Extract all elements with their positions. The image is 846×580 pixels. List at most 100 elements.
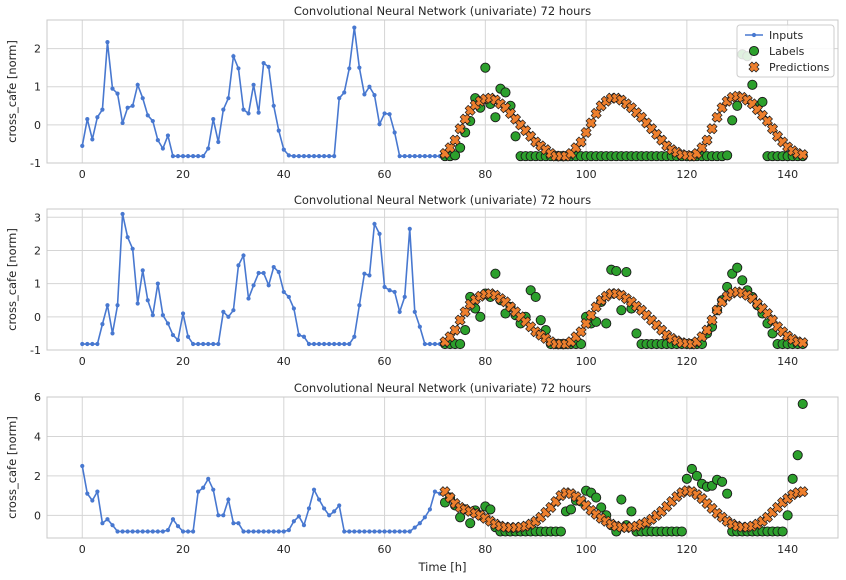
- inputs-point: [120, 529, 125, 534]
- inputs-point: [311, 341, 317, 347]
- inputs-point: [145, 298, 150, 303]
- inputs-point: [352, 25, 357, 30]
- inputs-point: [276, 529, 281, 534]
- inputs-point: [175, 154, 181, 159]
- x-tick-label: 80: [478, 355, 492, 368]
- inputs-point: [271, 529, 276, 534]
- inputs-point: [251, 82, 256, 87]
- inputs-point: [417, 521, 422, 526]
- inputs-point: [286, 528, 291, 533]
- inputs-point: [185, 529, 191, 534]
- inputs-point: [226, 314, 231, 319]
- label-point: [792, 450, 803, 461]
- label-point: [626, 506, 637, 517]
- x-tick-label: 60: [378, 543, 392, 556]
- inputs-point: [377, 122, 382, 127]
- x-tick-label: 0: [79, 355, 86, 368]
- inputs-point: [201, 485, 206, 490]
- y-axis-label: cross_cafe [norm]: [5, 40, 19, 143]
- x-tick-label: 60: [378, 168, 392, 181]
- inputs-point: [170, 517, 176, 522]
- inputs-point: [95, 115, 100, 120]
- inputs-point: [291, 306, 296, 311]
- y-tick-label: 2: [34, 470, 41, 483]
- inputs-point: [392, 289, 397, 295]
- inputs-point: [100, 107, 105, 112]
- legend: Inputs Labels Predictions: [736, 24, 835, 78]
- prediction-point: [444, 142, 456, 154]
- inputs-point: [135, 529, 140, 534]
- axes-frame: [46, 396, 839, 539]
- inputs-point: [357, 303, 362, 308]
- x-tick-label: 60: [378, 355, 392, 368]
- inputs-point: [327, 513, 332, 518]
- label-point: [480, 62, 491, 73]
- inputs-point: [397, 309, 402, 314]
- label-point: [737, 275, 748, 286]
- inputs-point: [90, 341, 95, 347]
- prediction-point: [711, 111, 723, 123]
- inputs-point: [135, 82, 140, 87]
- x-tick-label: 100: [576, 168, 597, 181]
- x-tick-label: 0: [79, 543, 86, 556]
- inputs-point: [367, 529, 372, 534]
- inputs-point: [206, 341, 211, 347]
- x-tick-label: 0: [79, 168, 86, 181]
- inputs-point: [261, 270, 266, 276]
- inputs-point: [130, 103, 135, 108]
- inputs-point: [412, 309, 417, 314]
- inputs-point: [211, 487, 216, 492]
- label-point: [500, 87, 511, 98]
- prediction-point: [459, 113, 471, 125]
- inputs-point: [347, 529, 352, 534]
- inputs-point: [80, 143, 85, 148]
- inputs-point: [191, 154, 196, 159]
- inputs-point: [276, 269, 281, 275]
- inputs-point: [246, 296, 251, 301]
- inputs-point: [397, 529, 402, 534]
- inputs-point: [180, 311, 186, 316]
- inputs-point: [85, 491, 90, 496]
- inputs-point: [407, 154, 412, 159]
- label-point: [455, 142, 466, 153]
- inputs-point: [236, 66, 241, 71]
- y-axis-label: cross_cafe [norm]: [5, 416, 19, 519]
- label-point: [691, 470, 702, 481]
- inputs-point: [216, 139, 221, 145]
- label-point: [465, 518, 476, 529]
- inputs-point: [201, 154, 206, 159]
- inputs-point: [422, 154, 427, 159]
- inputs-point: [362, 92, 367, 97]
- inputs-point: [135, 301, 140, 306]
- inputs-point: [130, 246, 135, 251]
- label-point: [460, 325, 471, 336]
- inputs-point: [266, 283, 271, 288]
- label-point: [757, 96, 768, 108]
- inputs-point: [140, 96, 145, 101]
- inputs-point: [150, 118, 155, 124]
- inputs-point: [196, 341, 201, 347]
- inputs-point: [85, 117, 90, 122]
- inputs-point: [175, 337, 181, 343]
- prediction-point: [797, 149, 809, 161]
- inputs-point: [286, 294, 291, 300]
- axes-frame: [46, 19, 839, 164]
- inputs-point: [196, 154, 201, 159]
- label-point: [601, 318, 612, 329]
- label-point: [455, 338, 466, 350]
- label-point: [681, 473, 692, 484]
- label-point: [722, 150, 733, 161]
- x-tick-label: 80: [478, 543, 492, 556]
- prediction-point: [761, 115, 773, 127]
- inputs-point: [110, 86, 115, 91]
- label-point: [777, 526, 788, 537]
- inputs-point: [327, 341, 332, 347]
- inputs-point: [377, 231, 382, 236]
- label-point: [732, 100, 743, 111]
- inputs-point: [251, 283, 256, 288]
- inputs-point: [412, 525, 417, 530]
- inputs-point: [427, 341, 433, 347]
- prediction-point: [454, 314, 466, 326]
- inputs-point: [105, 40, 110, 45]
- inputs-point: [402, 294, 407, 300]
